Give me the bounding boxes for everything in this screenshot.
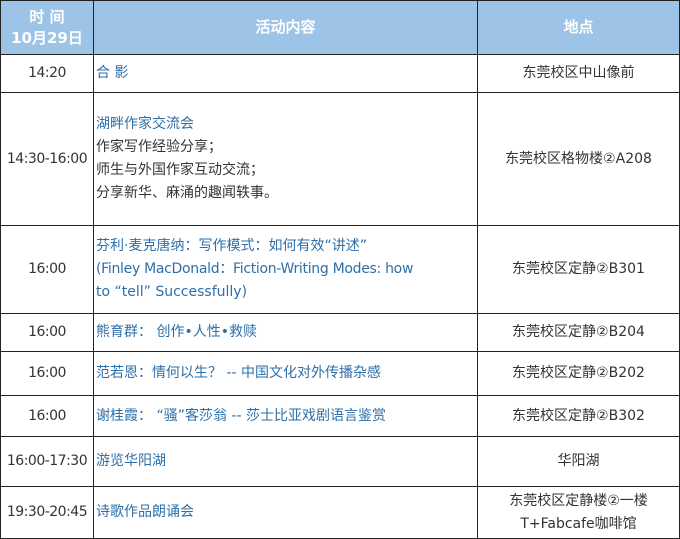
location-cell: 东莞校区定静②B301 (477, 225, 680, 314)
activity-line: to “tell” Successfully) (96, 284, 248, 300)
table-row: 14:30-16:00 湖畔作家交流会 作家写作经验分享； 师生与外国作家互动交… (0, 92, 680, 226)
location-cell: 东莞校区定静②B302 (477, 395, 680, 437)
time-cell: 14:30-16:00 (0, 92, 94, 226)
location-line: 东莞校区定静楼②一楼 (509, 492, 648, 509)
activity-cell: 范若恩：情何以生？ -- 中国文化对外传播杂感 (93, 351, 478, 396)
table-row: 16:00 熊育群： 创作•人性•救赎 东莞校区定静②B204 (0, 313, 680, 352)
location-cell: 东莞校区定静楼②一楼 T+Fabcafe咖啡馆 (477, 486, 680, 539)
header-location: 地点 (477, 0, 680, 55)
table-row: 14:20 合 影 东莞校区中山像前 (0, 54, 680, 93)
activity-cell: 芬利·麦克唐纳：写作模式：如何有效“讲述” (Finley MacDonald：… (93, 225, 478, 314)
activity-cell: 熊育群： 创作•人性•救赎 (93, 313, 478, 352)
activity-cell: 湖畔作家交流会 作家写作经验分享； 师生与外国作家互动交流； 分享新华、麻涌的趣… (93, 92, 478, 226)
location-cell: 华阳湖 (477, 436, 680, 487)
header-activity: 活动内容 (93, 0, 478, 55)
time-cell: 16:00 (0, 225, 94, 314)
location-cell: 东莞校区定静②B204 (477, 313, 680, 352)
time-cell: 16:00 (0, 313, 94, 352)
activity-title: 湖畔作家交流会 (96, 116, 194, 132)
time-cell: 16:00-17:30 (0, 436, 94, 487)
time-cell: 14:20 (0, 54, 94, 93)
activity-line: 芬利·麦克唐纳：写作模式：如何有效“讲述” (96, 238, 367, 254)
activity-cell: 谢桂霞： “骚”客莎翁 -- 莎士比亚戏剧语言鉴赏 (93, 395, 478, 437)
location-cell: 东莞校区格物楼②A208 (477, 92, 680, 226)
table-row: 16:00-17:30 游览华阳湖 华阳湖 (0, 436, 680, 487)
time-cell: 16:00 (0, 351, 94, 396)
activity-cell: 诗歌作品朗诵会 (93, 486, 478, 539)
header-time: 时 间 10月29日 (0, 0, 94, 55)
activity-line: 分享新华、麻涌的趣闻轶事。 (96, 185, 278, 201)
location-cell: 东莞校区定静②B202 (477, 351, 680, 396)
location-cell: 东莞校区中山像前 (477, 54, 680, 93)
time-cell: 16:00 (0, 395, 94, 437)
activity-line: 作家写作经验分享； (96, 139, 222, 155)
table-row: 16:00 谢桂霞： “骚”客莎翁 -- 莎士比亚戏剧语言鉴赏 东莞校区定静②B… (0, 395, 680, 437)
table-row: 19:30-20:45 诗歌作品朗诵会 东莞校区定静楼②一楼 T+Fabcafe… (0, 486, 680, 539)
activity-cell: 合 影 (93, 54, 478, 93)
time-cell: 19:30-20:45 (0, 486, 94, 539)
location-line: T+Fabcafe咖啡馆 (520, 515, 637, 532)
table-row: 16:00 芬利·麦克唐纳：写作模式：如何有效“讲述” (Finley MacD… (0, 225, 680, 314)
header-date: 10月29日 (11, 28, 83, 47)
activity-cell: 游览华阳湖 (93, 436, 478, 487)
activity-line: 师生与外国作家互动交流； (96, 162, 264, 178)
header-row: 时 间 10月29日 活动内容 地点 (0, 0, 680, 55)
header-time-label: 时 间 (29, 7, 65, 26)
table-row: 16:00 范若恩：情何以生？ -- 中国文化对外传播杂感 东莞校区定静②B20… (0, 351, 680, 396)
activity-line: (Finley MacDonald：Fiction-Writing Modes:… (96, 261, 414, 277)
